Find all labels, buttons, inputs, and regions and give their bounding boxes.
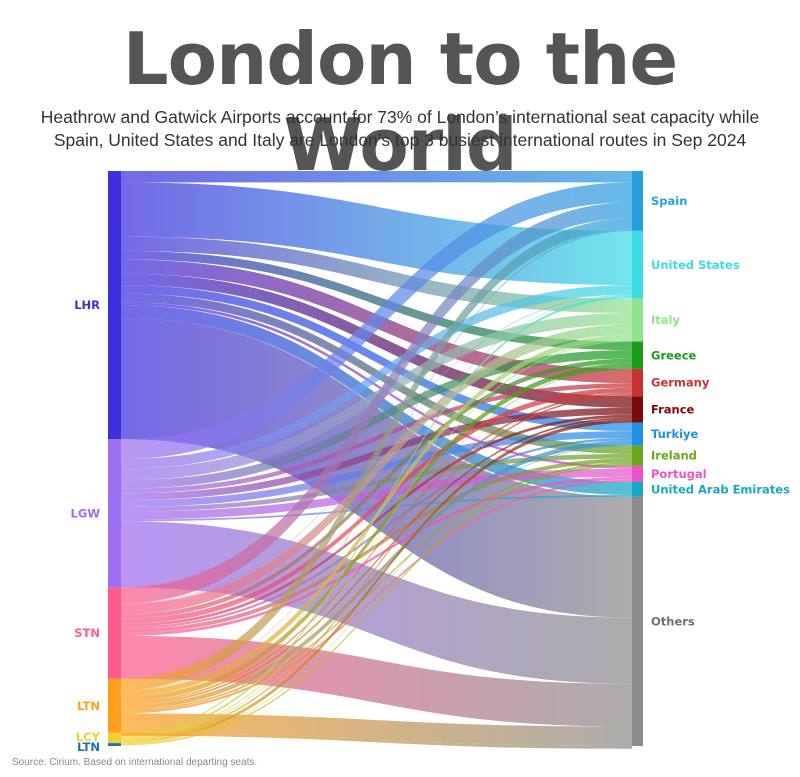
target-label-others: Others <box>651 614 695 628</box>
flow-lgw-to-germany <box>121 383 632 494</box>
source-label-lhr: LHR <box>74 298 100 312</box>
flow-lhr-to-portugal <box>121 302 632 469</box>
flow-ltn-to-greece <box>121 363 632 702</box>
flow-lcy-to-italy <box>121 340 632 738</box>
flow-lcy-to-spain <box>121 229 632 735</box>
flow-lgw-to-portugal <box>121 468 632 520</box>
target-node-france <box>632 396 643 423</box>
target-node-portugal <box>632 465 643 482</box>
flow-ltn-to-spain <box>121 218 632 691</box>
subtitle-line-1: Heathrow and Gatwick Airports account fo… <box>40 107 760 127</box>
flow-ltn-to-portugal <box>121 479 632 714</box>
flow-lcy-to-france <box>121 419 632 744</box>
flow-stn-to-italy <box>121 324 632 615</box>
chart-subtitle: Heathrow and Gatwick Airports account fo… <box>0 106 800 152</box>
target-node-turkiye <box>632 422 643 446</box>
flow-ltn-to-others <box>121 732 632 749</box>
target-label-france: France <box>651 402 695 416</box>
target-label-germany: Germany <box>651 376 710 390</box>
flow-lcy-to-germany <box>121 394 632 740</box>
chart-title: London to the World <box>122 17 678 187</box>
target-label-italy: Italy <box>651 313 680 327</box>
flow-ltn-to-france <box>121 417 632 705</box>
source-label-lcy: LCY <box>76 730 101 744</box>
flow-ltn-to-ireland <box>121 462 632 712</box>
target-label-spain: Spain <box>651 194 687 208</box>
flow-stn-to-portugal <box>121 476 632 636</box>
source-label-lgw: LGW <box>71 506 101 520</box>
flow-lhr-to-greece <box>121 250 632 351</box>
flow-lhr-to-spain <box>121 171 632 183</box>
target-label-greece: Greece <box>651 348 697 362</box>
flow-ltn-to-turkiye <box>121 440 632 710</box>
source-node-lgw <box>108 439 121 588</box>
target-label-united-arab-emirates: United Arab Emirates <box>651 482 790 496</box>
flow-ltn-to-germany <box>121 392 632 704</box>
source-node-ltn-2 <box>108 743 121 746</box>
source-label-ltn: LTN <box>77 699 100 713</box>
target-label-turkiye: Turkiye <box>651 427 699 441</box>
flow-stn-to-spain <box>121 202 632 604</box>
source-label-ltn-2: LTN <box>77 740 100 754</box>
flow-lgw-to-greece <box>121 350 632 489</box>
subtitle-line-2: Spain, United States and Italy are Londo… <box>53 130 747 150</box>
flow-lcy-to-turkiye <box>121 444 632 744</box>
flow-lhr-to-turkiye <box>121 285 632 432</box>
flow-lcy-to-ireland <box>121 464 632 746</box>
flow-ltn-to-others <box>121 713 632 746</box>
flow-lhr-to-united-states <box>121 182 632 286</box>
target-label-ireland: Ireland <box>651 449 697 463</box>
flow-stn-to-germany <box>121 387 632 624</box>
source-node-stn <box>108 587 121 679</box>
flow-lhr-to-italy <box>121 236 632 314</box>
source-node-lhr <box>108 171 121 440</box>
flow-lhr-to-france <box>121 273 632 408</box>
flow-stn-to-france <box>121 414 632 627</box>
flow-stn-to-ireland <box>121 458 632 634</box>
target-label-portugal: Portugal <box>651 467 707 481</box>
target-node-others <box>632 496 643 746</box>
target-node-germany <box>632 368 643 397</box>
source-label-stn: STN <box>74 626 100 640</box>
source-note: Source: Cirium. Based on international d… <box>12 757 258 768</box>
target-node-united-states <box>632 230 643 299</box>
target-node-spain <box>632 171 643 231</box>
flow-lcy-to-united-states <box>121 295 632 737</box>
target-node-italy <box>632 298 643 342</box>
flow-lcy-to-greece <box>121 368 632 739</box>
flow-links <box>121 171 632 749</box>
target-node-ireland <box>632 445 643 466</box>
flow-lgw-to-spain <box>121 182 632 460</box>
target-label-united-states: United States <box>651 258 740 272</box>
flow-ltn-to-united-states <box>121 295 632 691</box>
source-node-ltn <box>108 678 121 733</box>
source-node-lcy <box>108 732 121 744</box>
target-node-united-arab-emirates <box>632 481 643 497</box>
flow-stn-to-greece <box>121 358 632 619</box>
flow-lgw-to-united-states <box>121 285 632 469</box>
target-node-greece <box>632 341 643 369</box>
flow-lgw-to-ireland <box>121 453 632 512</box>
